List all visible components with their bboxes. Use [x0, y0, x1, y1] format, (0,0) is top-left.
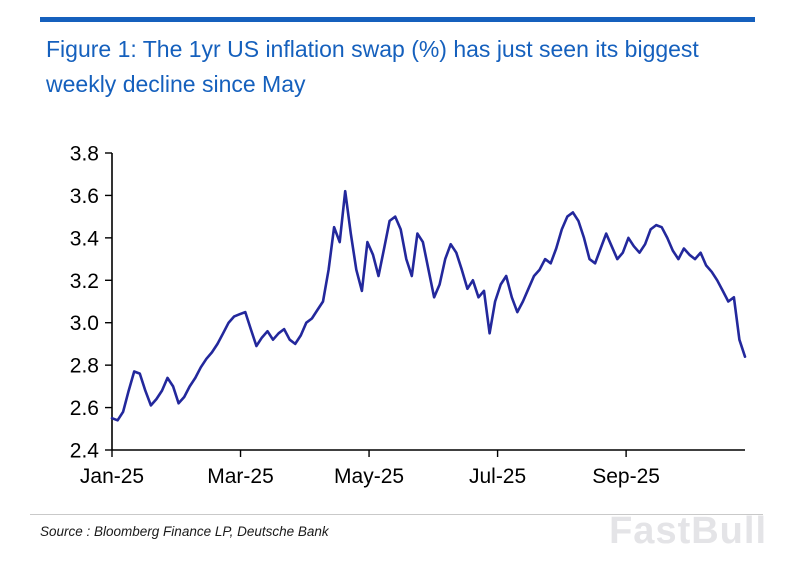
svg-text:2.4: 2.4: [70, 440, 100, 463]
source-note: Source : Bloomberg Finance LP, Deutsche …: [40, 524, 329, 539]
svg-text:2.6: 2.6: [70, 397, 99, 420]
svg-text:3.0: 3.0: [70, 312, 99, 335]
svg-text:Jan-25: Jan-25: [80, 465, 144, 488]
chart-canvas: 2.4 2.6 2.8 3.0 3.2 3.4 3.6 3.8 Jan-25 Mar-25 May-…: [70, 143, 747, 488]
svg-text:Sep-25: Sep-25: [592, 465, 660, 488]
svg-text:3.4: 3.4: [70, 227, 100, 250]
fastbull-watermark: FastBull: [609, 510, 767, 552]
inflation-swap-line-chart: 2.4 2.6 2.8 3.0 3.2 3.4 3.6 3.8 Jan-25 Mar-25 May-…: [30, 128, 760, 500]
svg-text:Mar-25: Mar-25: [207, 465, 274, 488]
footer-divider: [30, 514, 763, 515]
svg-text:3.6: 3.6: [70, 185, 99, 208]
svg-text:3.8: 3.8: [70, 143, 99, 166]
svg-text:2.8: 2.8: [70, 355, 99, 378]
svg-text:Jul-25: Jul-25: [469, 465, 526, 488]
svg-text:May-25: May-25: [334, 465, 404, 488]
svg-text:3.2: 3.2: [70, 270, 99, 293]
figure-title: Figure 1: The 1yr US inflation swap (%) …: [46, 36, 699, 97]
title-accent-rule: [40, 17, 755, 22]
